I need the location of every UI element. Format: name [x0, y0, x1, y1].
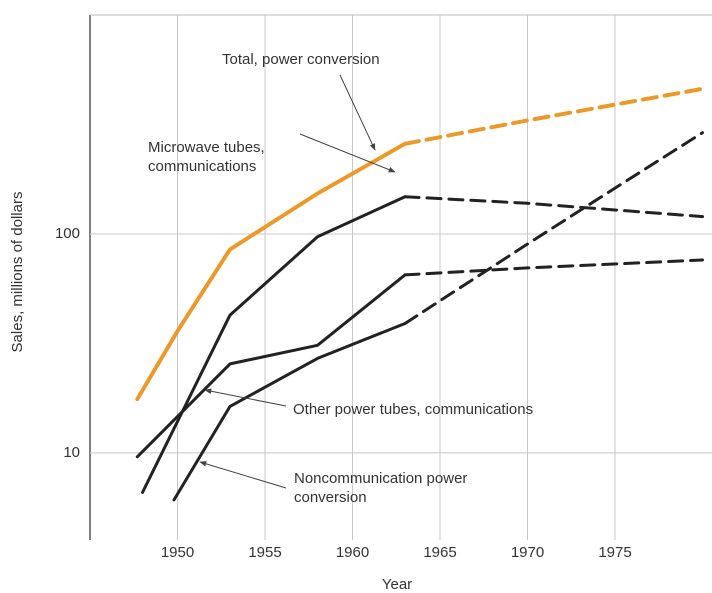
series-label: Microwave tubes, communications [148, 139, 265, 175]
x-tick-label: 1965 [423, 544, 456, 561]
series-label: Noncommunication power conversion [294, 470, 468, 506]
projected-line [403, 131, 704, 325]
series-label: Total, power conversion [222, 51, 380, 68]
y-axis-label: Sales, millions of dollars [9, 192, 26, 353]
projected-line [403, 258, 704, 277]
x-tick-label: 1960 [336, 544, 369, 561]
x-axis-label: Year [382, 576, 412, 593]
line [172, 322, 407, 502]
arrow [199, 461, 287, 489]
arrow [299, 133, 396, 173]
projected-line [403, 86, 705, 146]
x-tick-label: 1950 [161, 544, 194, 561]
arrow [339, 74, 376, 151]
projected-line [403, 195, 704, 219]
annotation-arrows [199, 74, 396, 489]
y-tick-label: 10 [63, 444, 80, 461]
x-tick-label: 1970 [511, 544, 544, 561]
line [141, 195, 407, 494]
arrow [204, 388, 287, 407]
series-label: Other power tubes, communications [293, 401, 534, 418]
x-tick-label: 1975 [598, 544, 631, 561]
x-tick-label: 1955 [248, 544, 281, 561]
line [135, 273, 407, 459]
line [135, 141, 407, 402]
y-tick-label: 100 [55, 225, 80, 242]
